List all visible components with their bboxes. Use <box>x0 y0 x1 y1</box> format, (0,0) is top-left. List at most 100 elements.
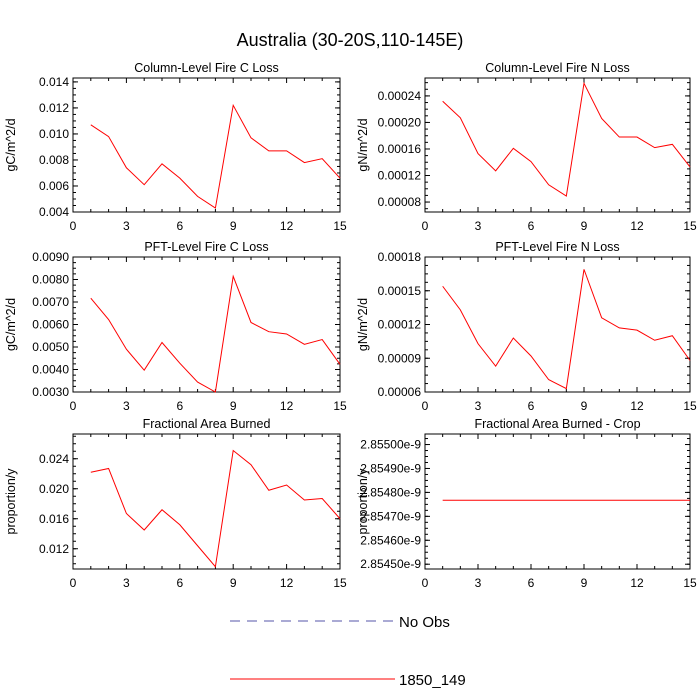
panel-title: Column-Level Fire C Loss <box>134 61 279 75</box>
y-axis-label: gC/m^2/d <box>4 118 18 171</box>
y-tick-label: 0.00024 <box>378 89 422 103</box>
y-tick-label: 0.0080 <box>32 273 69 287</box>
series-line-1850_149 <box>442 269 691 390</box>
legend-model-label: 1850_149 <box>399 672 466 689</box>
y-tick-label: 0.0050 <box>32 340 69 354</box>
x-tick-label: 0 <box>70 399 77 413</box>
panel-title: PFT-Level Fire C Loss <box>144 240 268 254</box>
y-tick-label: 0.00016 <box>378 142 422 156</box>
panel-5: Fractional Area Burned - Crop proportion/… <box>356 417 697 590</box>
y-tick-label: 2.85450e-9 <box>360 557 421 571</box>
y-tick-label: 0.024 <box>39 452 69 466</box>
x-tick-label: 6 <box>528 576 535 590</box>
y-tick-label: 0.016 <box>39 512 69 526</box>
panels: Column-Level Fire C Loss gC/m^2/d 0 3 6 9 12 15… <box>4 61 697 590</box>
x-tick-label: 0 <box>70 576 77 590</box>
y-axis-label: gC/m^2/d <box>4 298 18 351</box>
y-tick-label: 0.0090 <box>32 250 69 264</box>
x-tick-label: 9 <box>230 576 237 590</box>
plot-frame <box>424 77 691 213</box>
y-tick-label: 0.00018 <box>378 250 422 264</box>
y-tick-label: 2.85470e-9 <box>360 509 421 523</box>
x-tick-label: 3 <box>123 219 130 233</box>
x-tick-label: 12 <box>280 399 294 413</box>
plot-frame <box>424 256 691 393</box>
y-tick-label: 0.006 <box>39 179 69 193</box>
x-tick-label: 12 <box>280 576 294 590</box>
panel-2: PFT-Level Fire C Loss gC/m^2/d 0 3 6 9 12 15 0.0… <box>4 240 347 413</box>
x-tick-label: 12 <box>630 399 644 413</box>
x-tick-label: 15 <box>333 576 347 590</box>
y-tick-label: 0.0040 <box>32 363 69 377</box>
y-tick-label: 0.00012 <box>378 318 422 332</box>
plot-frame <box>72 77 341 213</box>
series-line-1850_149 <box>90 103 341 209</box>
x-tick-label: 12 <box>630 219 644 233</box>
panel-0: Column-Level Fire C Loss gC/m^2/d 0 3 6 9 12 15… <box>4 61 347 233</box>
x-tick-label: 6 <box>176 219 183 233</box>
x-tick-label: 15 <box>333 399 347 413</box>
legend-obs-label: No Obs <box>399 614 450 631</box>
series-line-1850_149 <box>90 274 341 393</box>
x-tick-label: 9 <box>581 399 588 413</box>
x-tick-label: 12 <box>630 576 644 590</box>
panel-1: Column-Level Fire N Loss gN/m^2/d 0 3 6 9 12 15… <box>356 61 697 233</box>
x-tick-label: 3 <box>475 399 482 413</box>
y-tick-label: 0.00008 <box>378 195 422 209</box>
y-tick-label: 2.85460e-9 <box>360 533 421 547</box>
panel-title: Column-Level Fire N Loss <box>485 61 630 75</box>
x-tick-label: 9 <box>230 399 237 413</box>
x-tick-label: 6 <box>528 219 535 233</box>
x-tick-label: 6 <box>176 576 183 590</box>
x-tick-label: 0 <box>70 219 77 233</box>
x-tick-label: 15 <box>683 219 697 233</box>
y-tick-label: 0.00012 <box>378 169 422 183</box>
x-tick-label: 12 <box>280 219 294 233</box>
y-tick-label: 0.00006 <box>378 385 422 399</box>
y-tick-label: 0.014 <box>39 75 69 89</box>
legend: No Obs 1850_149 <box>230 614 466 689</box>
series-line-1850_149 <box>442 81 691 197</box>
y-tick-label: 0.004 <box>39 205 69 219</box>
y-tick-label: 0.00009 <box>378 351 422 365</box>
y-axis-label: proportion/y <box>356 468 370 535</box>
x-tick-label: 15 <box>683 399 697 413</box>
x-tick-label: 0 <box>422 576 429 590</box>
panel-title: PFT-Level Fire N Loss <box>495 240 619 254</box>
y-axis-label: gN/m^2/d <box>356 118 370 171</box>
x-tick-label: 3 <box>475 219 482 233</box>
x-tick-label: 3 <box>475 576 482 590</box>
figure-title: Australia (30-20S,110-145E) <box>237 30 464 50</box>
y-axis-label: gN/m^2/d <box>356 298 370 351</box>
x-tick-label: 3 <box>123 399 130 413</box>
x-tick-label: 9 <box>581 576 588 590</box>
panel-title: Fractional Area Burned <box>143 417 271 431</box>
x-tick-label: 15 <box>683 576 697 590</box>
y-tick-label: 0.0030 <box>32 385 69 399</box>
y-tick-label: 2.85500e-9 <box>360 438 421 452</box>
x-tick-label: 15 <box>333 219 347 233</box>
series-line-1850_149 <box>90 449 341 568</box>
x-tick-label: 6 <box>528 399 535 413</box>
plot-frame <box>72 433 341 570</box>
y-tick-label: 0.0070 <box>32 295 69 309</box>
y-tick-label: 2.85490e-9 <box>360 461 421 475</box>
y-tick-label: 0.010 <box>39 127 69 141</box>
y-tick-label: 0.020 <box>39 482 69 496</box>
y-tick-label: 0.012 <box>39 542 69 556</box>
panel-3: PFT-Level Fire N Loss gN/m^2/d 0 3 6 9 12 15 0.0… <box>356 240 697 413</box>
panel-title: Fractional Area Burned - Crop <box>474 417 640 431</box>
x-tick-label: 9 <box>230 219 237 233</box>
plot-frame <box>72 256 341 393</box>
plot-frame <box>424 433 691 570</box>
x-tick-label: 0 <box>422 399 429 413</box>
x-tick-label: 6 <box>176 399 183 413</box>
y-axis-label: proportion/y <box>4 468 18 535</box>
y-tick-label: 2.85480e-9 <box>360 485 421 499</box>
x-tick-label: 9 <box>581 219 588 233</box>
x-tick-label: 3 <box>123 576 130 590</box>
y-tick-label: 0.00015 <box>378 284 422 298</box>
y-tick-label: 0.0060 <box>32 318 69 332</box>
y-tick-label: 0.012 <box>39 101 69 115</box>
